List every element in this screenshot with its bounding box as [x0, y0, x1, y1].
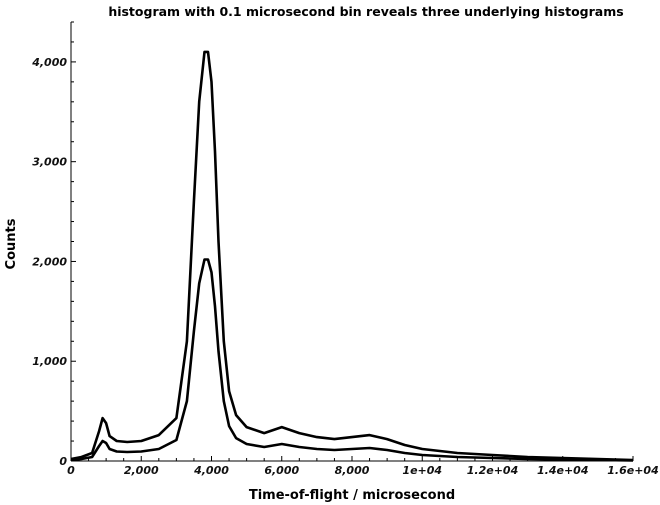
axes-layer [70, 22, 633, 462]
x-tick-label: 1.6e+04 [607, 464, 658, 477]
x-tick-label: 8,000 [335, 464, 370, 477]
series-line-2 [70, 50, 634, 462]
minor-ticks [71, 21, 616, 461]
x-tick-label: 2,000 [124, 464, 159, 477]
x-tick-label: 4,000 [193, 464, 229, 477]
x-tick-label: 1e+04 [402, 464, 442, 477]
x-tick-labels: 0 2,000 4,000 6,000 8,000 1e+04 1.2e+04 1.4e+04… [67, 456, 659, 477]
series-line-1 [70, 258, 634, 462]
x-tick-label: 6,000 [264, 464, 299, 477]
y-tick-label: 2,000 [32, 255, 67, 268]
y-tick-label: 3,000 [32, 156, 67, 169]
y-tick-label: 0 [59, 455, 67, 468]
y-axis-label: Counts [4, 218, 19, 269]
y-tick-label: 1,000 [32, 355, 67, 368]
x-axis-label: Time-of-flight / microsecond [249, 488, 455, 503]
x-tick-label: 1.4e+04 [537, 464, 588, 477]
series-layer [70, 50, 634, 462]
x-tick-label: 1.2e+04 [467, 464, 518, 477]
chart-title: histogram with 0.1 microsecond bin revea… [108, 4, 623, 19]
y-tick-labels: 0 1,000 2,000 3,000 4,000 [31, 56, 76, 468]
y-tick-label: 4,000 [31, 56, 67, 69]
x-tick-label: 0 [67, 464, 75, 477]
